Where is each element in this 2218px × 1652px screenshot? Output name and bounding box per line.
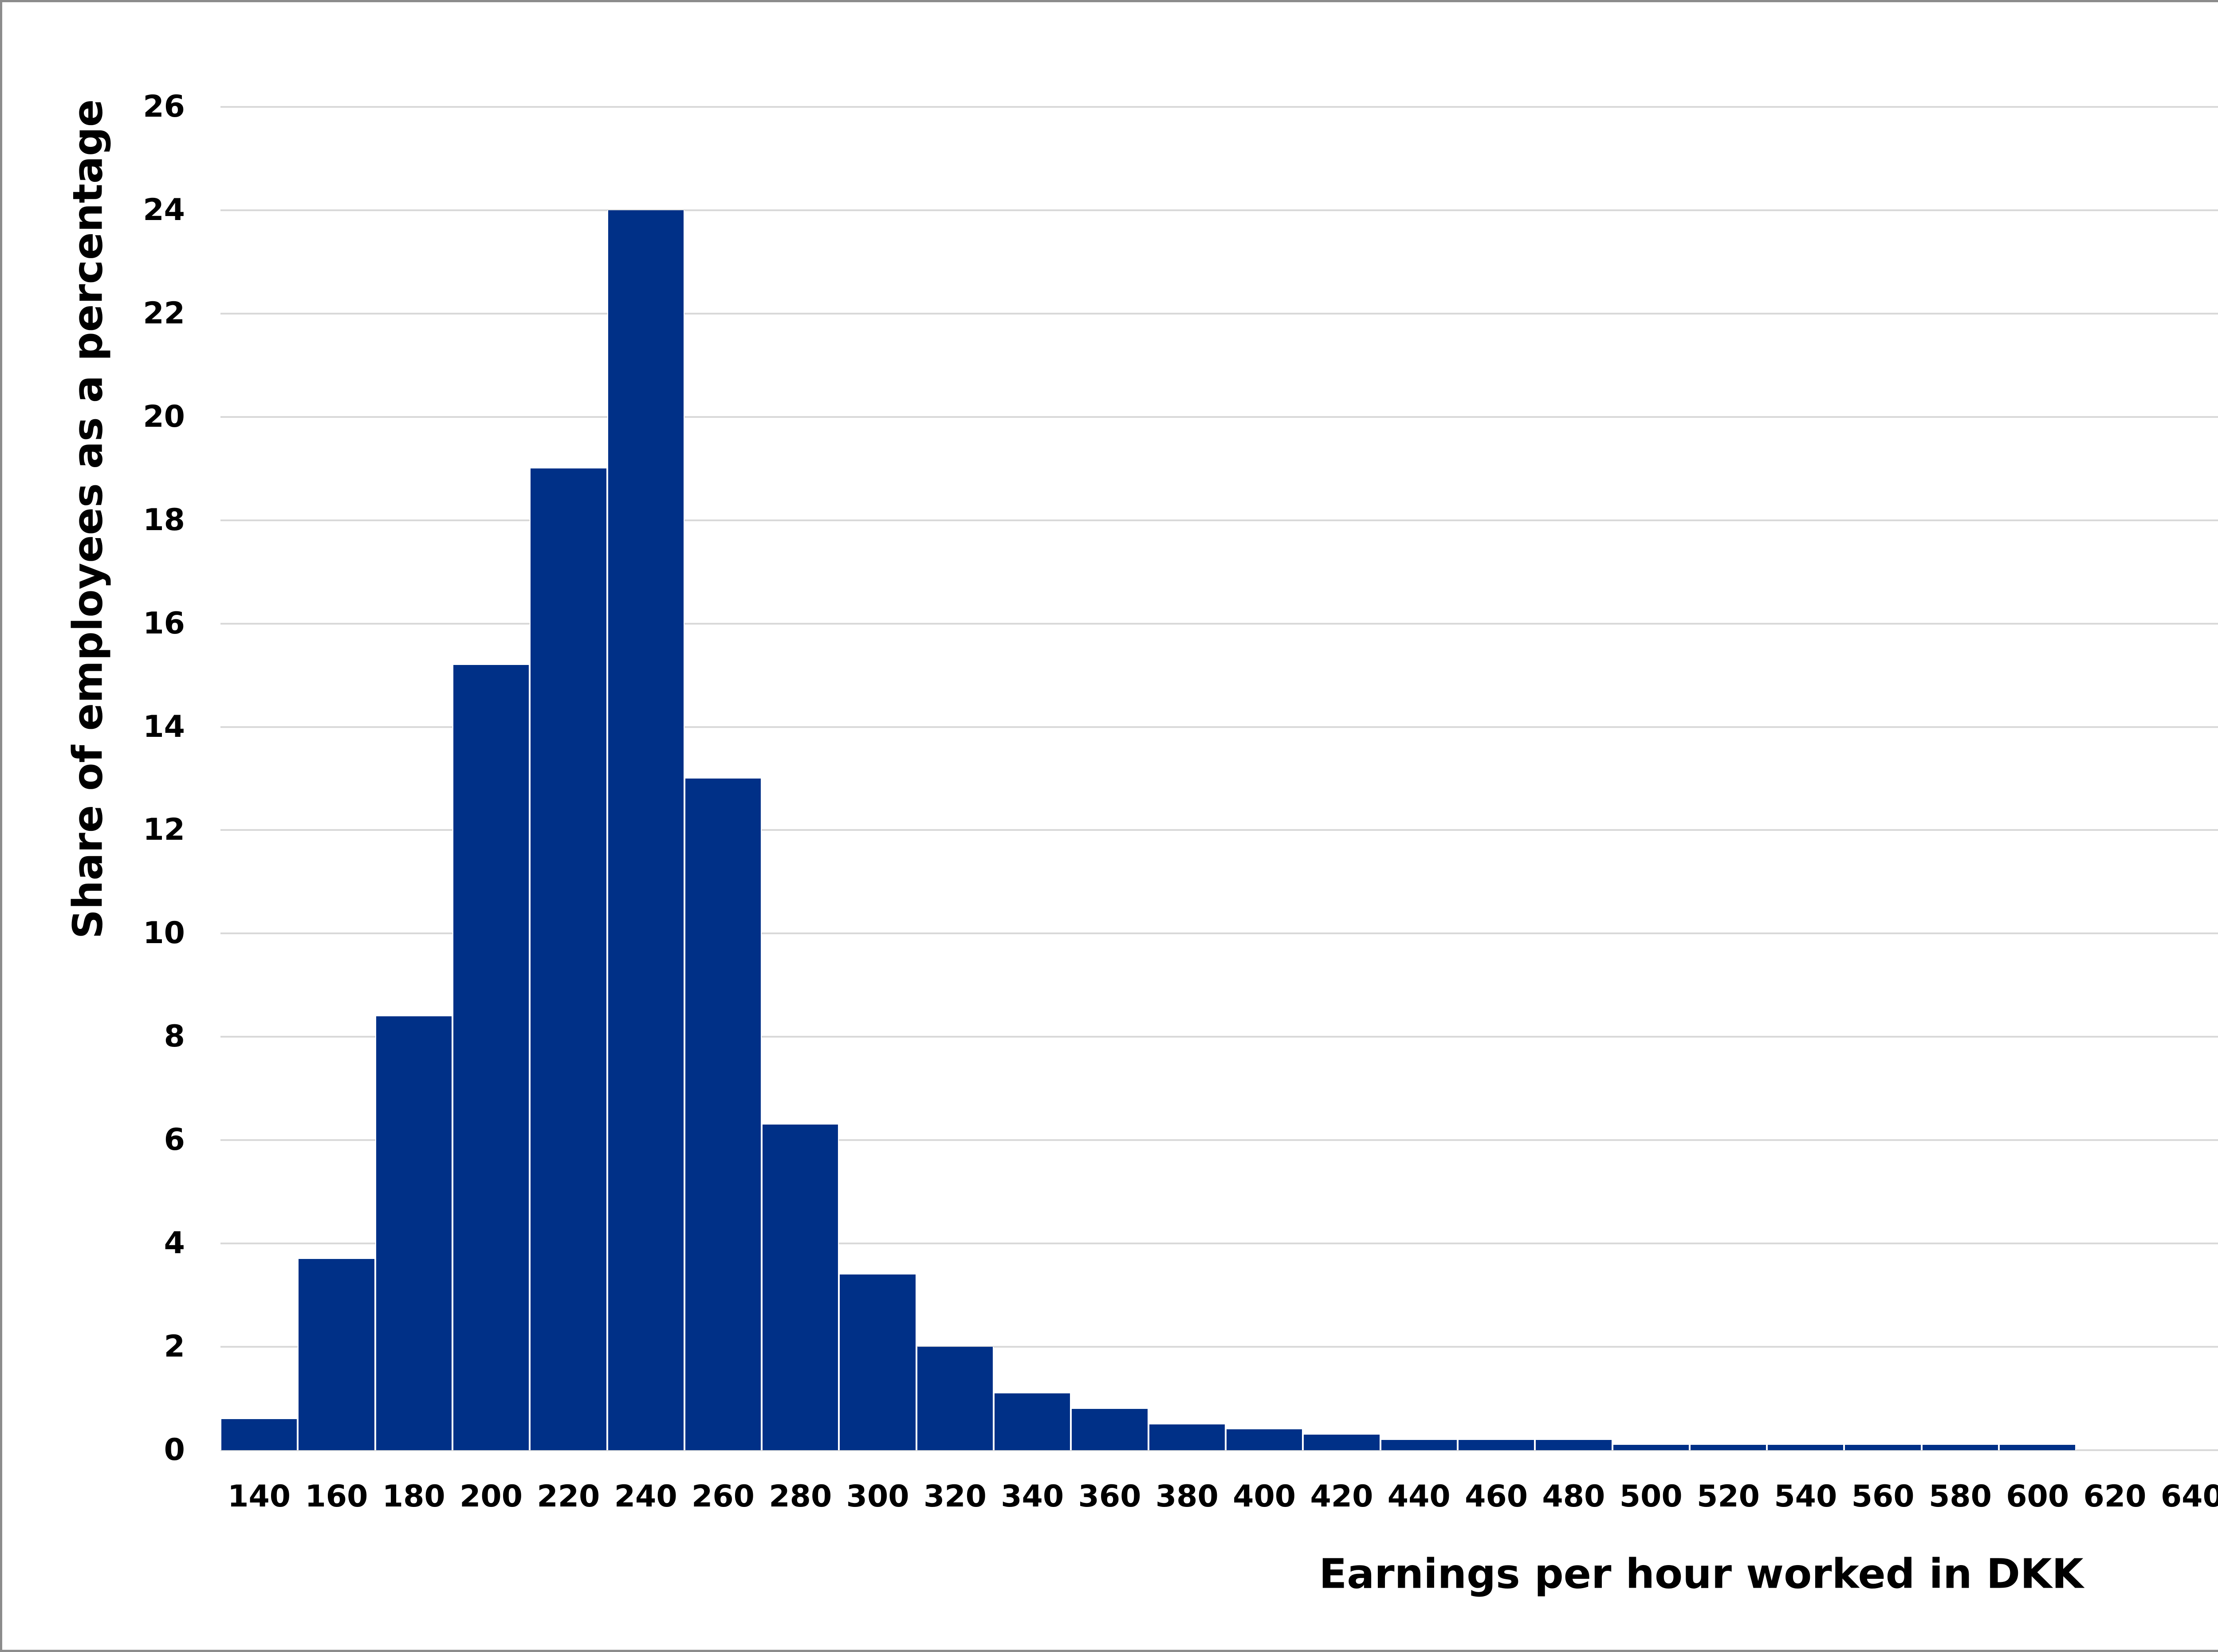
histogram-bar <box>1226 1429 1303 1450</box>
histogram-bar <box>452 665 530 1450</box>
histogram-bar <box>839 1274 916 1450</box>
x-tick-label: 300 <box>846 1479 909 1514</box>
histogram-bar <box>1612 1445 1690 1450</box>
x-tick-label: 460 <box>1465 1479 1528 1514</box>
x-tick-label: 340 <box>1001 1479 1064 1514</box>
histogram-bar <box>375 1016 452 1450</box>
x-tick-label: 420 <box>1310 1479 1373 1514</box>
x-tick-label: 180 <box>382 1479 445 1514</box>
y-tick-label: 0 <box>164 1432 185 1467</box>
x-tick-label: 360 <box>1078 1479 1141 1514</box>
gridline <box>220 726 2218 728</box>
y-tick-label: 22 <box>143 295 185 331</box>
x-tick-label: 140 <box>228 1479 291 1514</box>
histogram-bar <box>1844 1445 1922 1450</box>
y-tick-label: 4 <box>164 1226 185 1261</box>
x-tick-label: 220 <box>537 1479 600 1514</box>
x-tick-label: 280 <box>769 1479 832 1514</box>
histogram-bar <box>220 1419 298 1450</box>
gridline <box>220 1346 2218 1348</box>
histogram-bar <box>1148 1424 1226 1450</box>
y-tick-label: 14 <box>143 709 185 744</box>
x-tick-label: 200 <box>460 1479 523 1514</box>
x-tick-label: 500 <box>1619 1479 1683 1514</box>
gridline <box>220 829 2218 831</box>
x-tick-label: 520 <box>1697 1479 1760 1514</box>
histogram-bar <box>607 210 684 1450</box>
x-axis-title: Earnings per hour worked in DKK <box>1319 1550 2084 1598</box>
gridline <box>220 416 2218 418</box>
x-tick-label: 620 <box>2083 1479 2147 1514</box>
plot-area <box>220 106 2218 1451</box>
histogram-bar <box>684 779 762 1450</box>
histogram-bar <box>530 468 607 1450</box>
gridline <box>220 622 2218 625</box>
histogram-bar <box>1071 1408 1148 1450</box>
x-tick-label: 600 <box>2006 1479 2069 1514</box>
x-tick-label: 480 <box>1542 1479 1605 1514</box>
y-tick-label: 12 <box>143 812 185 848</box>
y-tick-label: 10 <box>143 916 185 951</box>
gridline <box>220 209 2218 211</box>
gridline <box>220 1139 2218 1141</box>
x-tick-label: 580 <box>1928 1479 1992 1514</box>
x-tick-label: 540 <box>1774 1479 1837 1514</box>
histogram-bar <box>1380 1440 1458 1450</box>
histogram-bar <box>298 1259 375 1450</box>
histogram-bar <box>1999 1445 2076 1450</box>
y-tick-label: 20 <box>143 399 185 434</box>
histogram-bar <box>1303 1435 1380 1450</box>
gridline <box>220 1449 2218 1451</box>
y-tick-label: 18 <box>143 502 185 538</box>
y-tick-label: 2 <box>164 1329 185 1365</box>
gridline <box>220 312 2218 315</box>
y-tick-label: 6 <box>164 1122 185 1158</box>
x-tick-label: 400 <box>1233 1479 1296 1514</box>
histogram-bar <box>1457 1440 1535 1450</box>
histogram-bar <box>994 1393 1071 1450</box>
gridline <box>220 106 2218 108</box>
histogram-bar <box>1535 1440 1612 1450</box>
gridline <box>220 1036 2218 1038</box>
histogram-bar <box>1689 1445 1767 1450</box>
x-tick-label: 160 <box>305 1479 368 1514</box>
gridline <box>220 1243 2218 1245</box>
y-tick-label: 16 <box>143 606 185 641</box>
gridline <box>220 519 2218 521</box>
x-tick-label: 640 <box>2160 1479 2218 1514</box>
histogram-bar <box>762 1125 839 1450</box>
x-tick-label: 440 <box>1387 1479 1451 1514</box>
histogram-bar <box>1921 1445 1999 1450</box>
x-tick-label: 380 <box>1155 1479 1219 1514</box>
y-tick-label: 26 <box>143 89 185 124</box>
y-tick-label: 8 <box>164 1019 185 1054</box>
histogram-bar <box>916 1347 994 1450</box>
histogram-bar <box>1767 1445 1844 1450</box>
x-tick-label: 240 <box>614 1479 677 1514</box>
x-tick-label: 560 <box>1851 1479 1915 1514</box>
gridline <box>220 932 2218 935</box>
x-tick-label: 320 <box>923 1479 987 1514</box>
y-tick-label: 24 <box>143 192 185 228</box>
x-tick-label: 260 <box>692 1479 755 1514</box>
